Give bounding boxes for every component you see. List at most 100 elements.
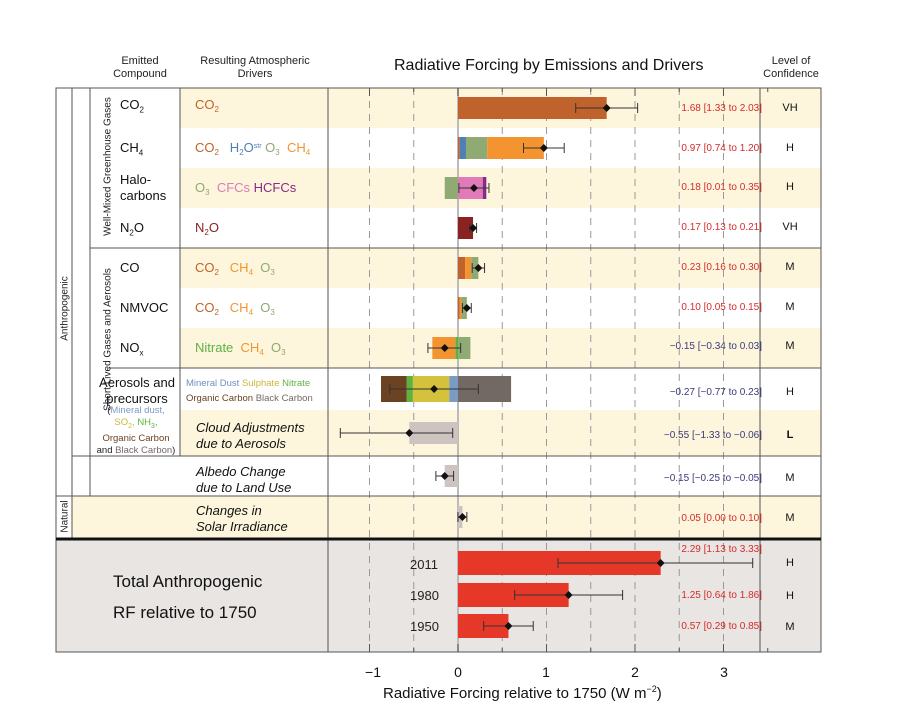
confidence-label: M — [785, 340, 795, 352]
driver-albedo: Albedo Change due to Land Use — [196, 464, 292, 495]
bar-segment — [458, 297, 460, 319]
confidence-label: M — [785, 261, 795, 273]
best-estimate-marker — [458, 513, 467, 521]
compound-n2o: N2O — [120, 220, 144, 238]
confidence-label: H — [786, 181, 794, 193]
x-tick-label: 2 — [631, 664, 639, 680]
confidence-label: VH — [782, 221, 798, 233]
bar-segment — [459, 137, 466, 159]
row-background — [180, 248, 821, 288]
value-label: −0.55 [−1.33 to −0.06] — [663, 430, 762, 441]
bar-segment — [458, 257, 466, 279]
confidence-label: H — [786, 557, 794, 569]
compound-co: CO — [120, 260, 140, 275]
x-tick-label: 0 — [454, 664, 462, 680]
value-label: 0.17 [0.13 to 0.21] — [681, 222, 762, 233]
bar-segment — [458, 337, 471, 359]
compound-nmvoc: NMVOC — [120, 300, 169, 315]
driver-ch4: CO2 H2Ostr O3 CH4 — [195, 140, 311, 157]
bar-segment — [444, 177, 458, 199]
best-estimate-marker — [440, 344, 449, 352]
x-axis-label: Radiative Forcing relative to 1750 (W m−… — [383, 684, 662, 702]
header-emitted-compound: Emitted Compound — [113, 55, 167, 80]
compound-ch4: CH4 — [120, 140, 144, 158]
row-background — [180, 496, 821, 538]
label-anthropogenic: Anthropogenic — [59, 276, 71, 341]
best-estimate-marker — [430, 385, 439, 393]
value-label: 0.18 [0.01 to 0.35] — [681, 182, 762, 193]
bar-segment — [487, 137, 544, 159]
value-label: 0.10 [0.05 to 0.15] — [681, 302, 762, 313]
compound-co2: CO2 — [120, 97, 144, 115]
value-label: 0.23 [0.16 to 0.30] — [681, 262, 762, 273]
driver-solar: Changes in Solar Irradiance — [196, 503, 288, 534]
best-estimate-marker — [602, 104, 611, 112]
bar-segment — [465, 257, 472, 279]
value-label: 0.57 [0.29 to 0.85] — [681, 621, 762, 632]
year-label: 1980 — [410, 588, 439, 603]
best-estimate-marker — [504, 622, 513, 630]
bar-segment — [458, 97, 607, 119]
value-label: −0.15 [−0.34 to 0.03] — [669, 341, 762, 352]
aerosol-precursor-list: (Mineral dust, SO2, NH3, Organic Carbon … — [96, 405, 176, 456]
year-label: 1950 — [410, 619, 439, 634]
header-resulting-drivers: Resulting Atmospheric Drivers — [200, 55, 310, 80]
best-estimate-marker — [462, 304, 471, 312]
driver-n2o: N2O — [195, 220, 219, 237]
best-estimate-marker — [405, 429, 414, 437]
x-tick-label: 3 — [720, 664, 728, 680]
best-estimate-marker — [539, 144, 548, 152]
value-label: 1.68 [1.33 to 2.03] — [681, 103, 762, 114]
x-tick-label: 1 — [542, 664, 550, 680]
total-label: Total Anthropogenic RF relative to 1750 — [113, 572, 263, 622]
compound-nox: NOx — [120, 340, 144, 358]
driver-co: CO2 CH4 O3 — [195, 260, 275, 277]
best-estimate-marker — [656, 559, 665, 567]
value-label: −0.15 [−0.25 to −0.05] — [663, 473, 762, 484]
best-estimate-marker — [474, 264, 483, 272]
bar-segment — [465, 137, 488, 159]
driver-halocarbons: O3 CFCs HCFCs — [195, 180, 297, 197]
confidence-label: H — [786, 386, 794, 398]
x-tick-label: −1 — [365, 664, 381, 680]
confidence-label: M — [785, 472, 795, 484]
row-background — [72, 496, 180, 538]
value-label: 0.05 [0.00 to 0.10] — [681, 513, 762, 524]
driver-co2: CO2 — [195, 97, 219, 114]
driver-cloud-adjustments: Cloud Adjustments due to Aerosols — [196, 420, 305, 451]
bar-segment — [458, 217, 474, 239]
driver-nmvoc: CO2 CH4 O3 — [195, 300, 275, 317]
chart-title: Radiative Forcing by Emissions and Drive… — [394, 57, 704, 74]
header-confidence: Level of Confidence — [763, 55, 819, 80]
value-label: 2.29 [1.13 to 3.33] — [681, 544, 762, 555]
driver-aerosols: Mineral Dust Sulphate Nitrate Organic Ca… — [186, 378, 313, 404]
compound-halocarbons: Halo-carbons — [120, 172, 167, 203]
year-label: 2011 — [410, 557, 438, 572]
value-label: −0.27 [−0.77 to 0.23] — [669, 387, 762, 398]
confidence-label: L — [786, 429, 794, 441]
row-background — [180, 410, 821, 456]
row-background — [180, 328, 821, 368]
confidence-label: VH — [782, 102, 798, 114]
confidence-label: M — [785, 512, 795, 524]
value-label: 0.97 [0.74 to 1.20] — [681, 143, 762, 154]
driver-nox: Nitrate CH4 O3 — [195, 340, 286, 357]
confidence-label: H — [786, 142, 794, 154]
label-natural: Natural — [59, 500, 71, 533]
table-border — [55, 87, 822, 653]
best-estimate-marker — [440, 472, 449, 480]
total-background — [56, 540, 821, 652]
bar-segment — [459, 297, 462, 319]
confidence-label: M — [785, 301, 795, 313]
best-estimate-marker — [469, 184, 478, 192]
confidence-label: H — [786, 590, 794, 602]
row-background — [180, 168, 821, 208]
best-estimate-marker — [564, 591, 573, 599]
confidence-label: M — [785, 621, 795, 633]
bar-segment — [458, 137, 460, 159]
best-estimate-marker — [469, 224, 478, 232]
value-label: 1.25 [0.64 to 1.86] — [681, 590, 762, 601]
compound-aerosols: Aerosols and precursors — [99, 375, 175, 406]
label-well-mixed: Well-Mixed Greenhouse Gases — [102, 97, 114, 236]
